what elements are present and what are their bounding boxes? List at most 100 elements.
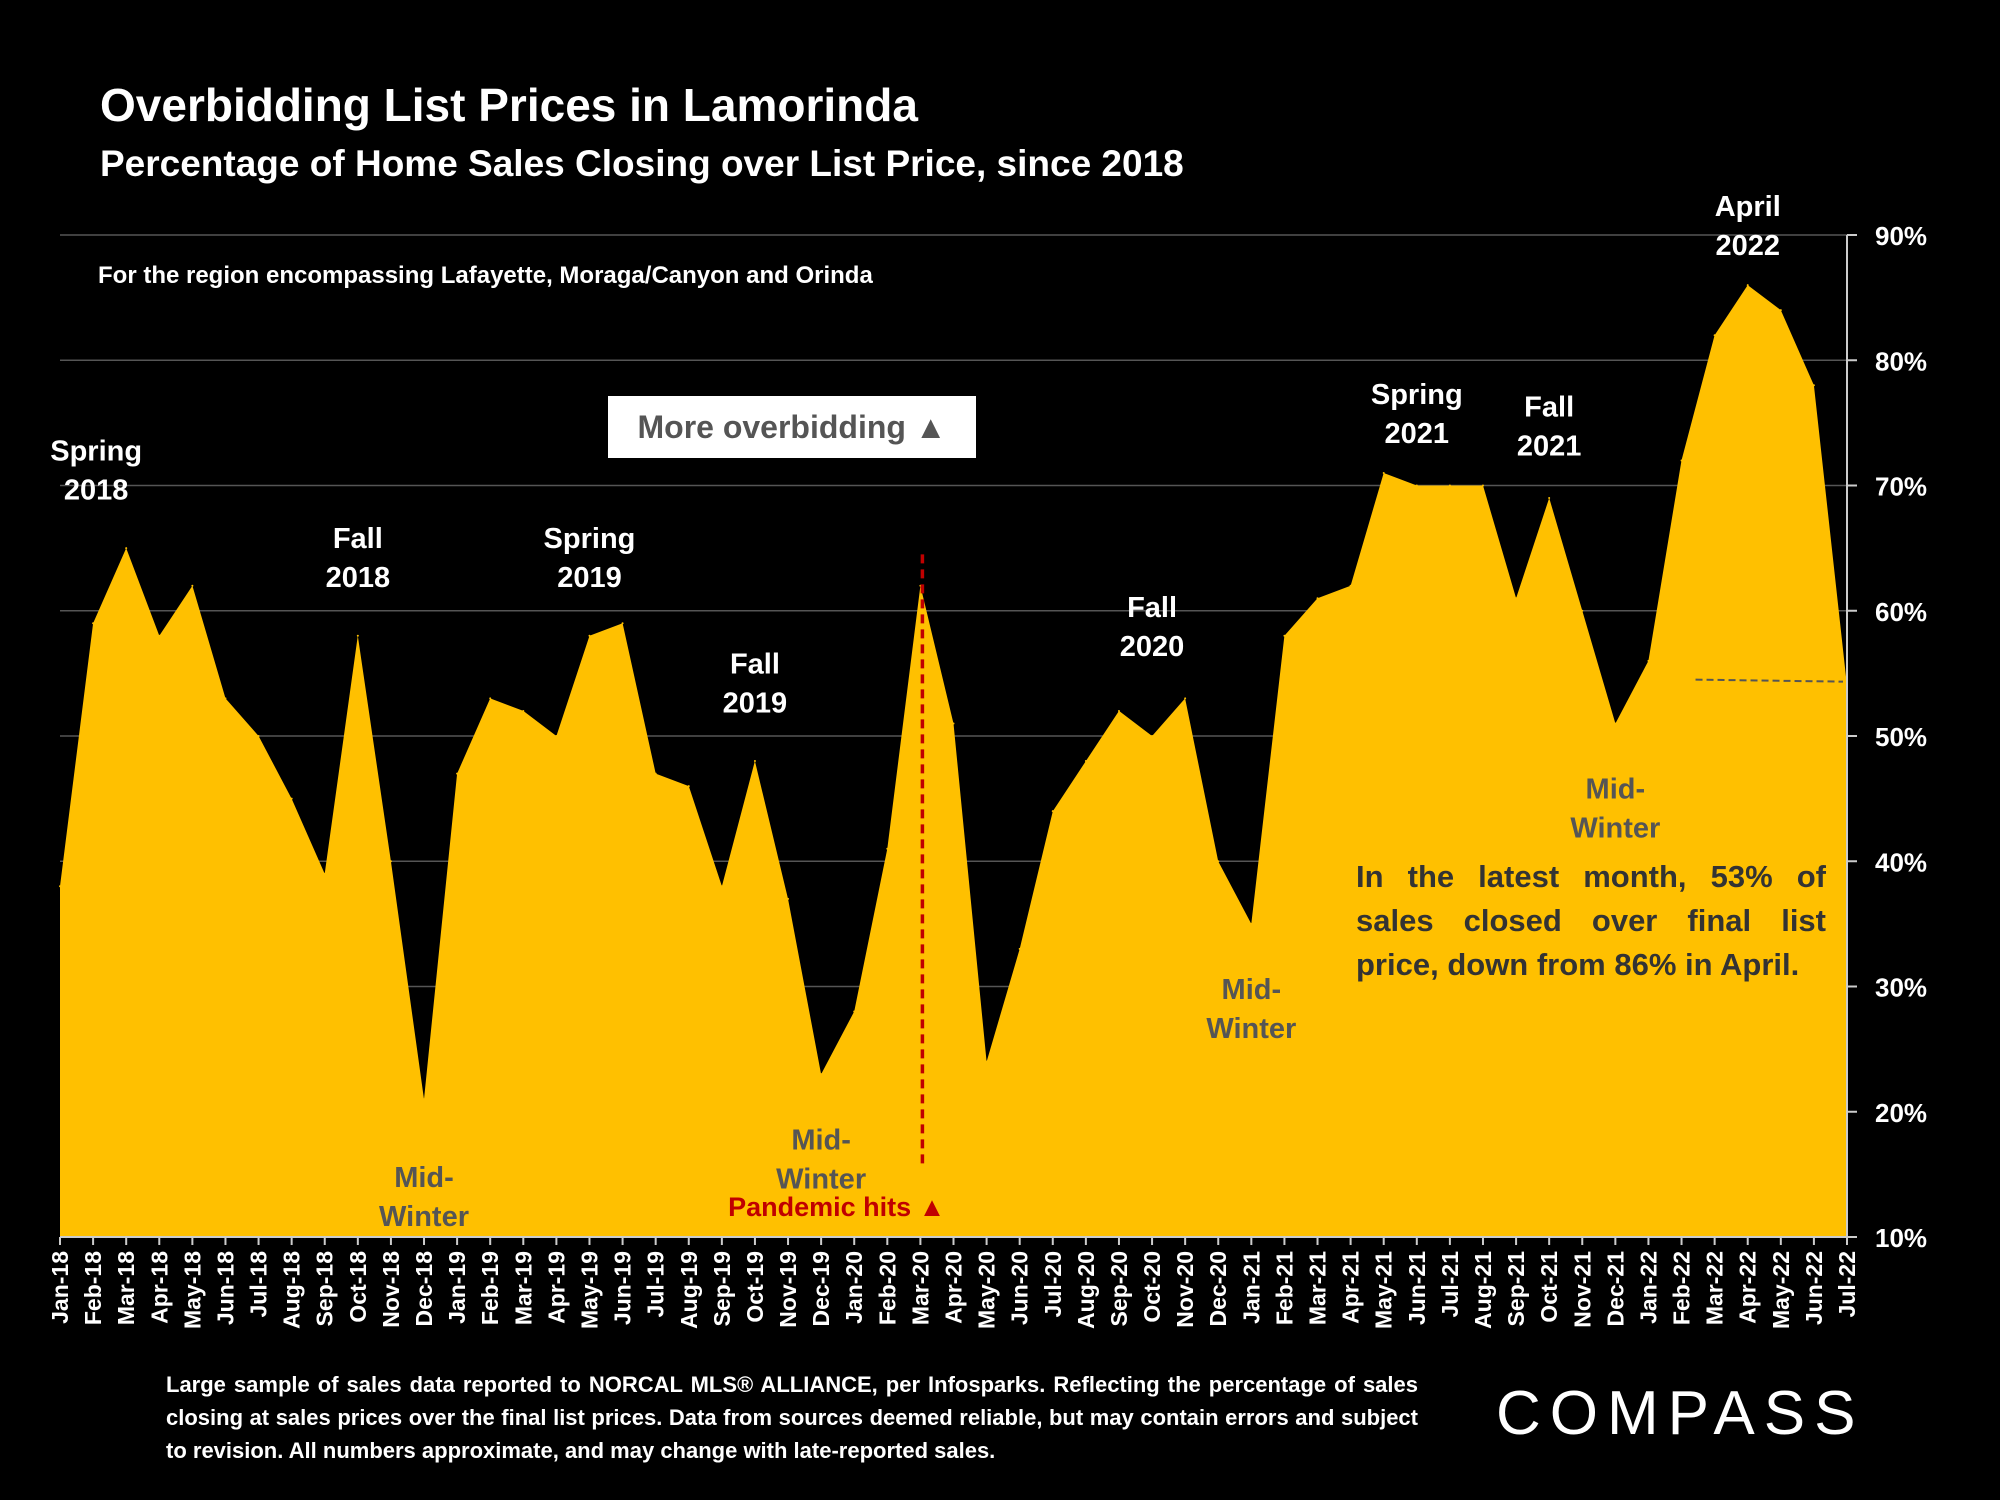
- season-annotation: Spring: [1371, 379, 1463, 411]
- data-point: [1217, 860, 1220, 863]
- x-tick-label: Oct-19: [742, 1251, 768, 1323]
- data-point: [1448, 484, 1451, 487]
- season-annotation: Spring: [50, 435, 142, 467]
- x-tick-label: May-21: [1371, 1251, 1397, 1329]
- season-annotation: Winter: [776, 1163, 866, 1195]
- chart-title: Overbidding List Prices in Lamorinda: [100, 79, 918, 131]
- season-annotation: 2019: [557, 562, 622, 594]
- y-tick-label: 60%: [1875, 597, 1927, 627]
- data-point: [1349, 584, 1352, 587]
- x-tick-label: Sep-18: [312, 1251, 338, 1327]
- x-tick-label: Jan-22: [1635, 1251, 1661, 1324]
- season-annotation: Mid-: [1586, 774, 1646, 806]
- x-tick-label: Jun-22: [1801, 1251, 1827, 1325]
- x-tick-label: Jul-18: [246, 1251, 272, 1318]
- y-tick-label: 70%: [1875, 472, 1927, 502]
- data-point: [158, 634, 161, 637]
- season-annotation: Fall: [1127, 592, 1177, 624]
- data-point: [1018, 947, 1021, 950]
- region-note: For the region encompassing Lafayette, M…: [98, 262, 873, 289]
- data-point: [92, 622, 95, 625]
- data-point: [224, 697, 227, 700]
- data-point: [853, 1010, 856, 1013]
- data-point: [1084, 760, 1087, 763]
- latest-month-note: In the latest month, 53% of sales closed…: [1356, 859, 1826, 982]
- data-point: [423, 1098, 426, 1101]
- y-tick-label: 90%: [1875, 221, 1927, 251]
- x-tick-label: Mar-22: [1702, 1251, 1728, 1325]
- season-annotation: 2019: [723, 687, 788, 719]
- latest-reference-line: [1695, 678, 1844, 683]
- x-tick-label: Feb-18: [80, 1251, 106, 1325]
- season-annotation: 2020: [1120, 631, 1185, 663]
- data-point: [1316, 597, 1319, 600]
- season-annotation: Winter: [1570, 813, 1660, 845]
- x-tick-label: Feb-21: [1271, 1251, 1297, 1325]
- data-point: [1481, 484, 1484, 487]
- data-point: [1151, 735, 1154, 737]
- x-tick-label: Apr-22: [1735, 1251, 1761, 1324]
- chart-subtitle: Percentage of Home Sales Closing over Li…: [100, 143, 1184, 184]
- x-tick-label: Mar-18: [113, 1251, 139, 1325]
- x-tick-label: Jul-21: [1437, 1251, 1463, 1318]
- season-annotation: 2022: [1715, 230, 1780, 262]
- compass-logo: COMPASS: [1496, 1379, 1865, 1448]
- data-point: [753, 760, 756, 763]
- x-tick-label: Apr-20: [941, 1251, 967, 1324]
- season-annotation: Mid-: [1222, 974, 1282, 1006]
- season-annotation: Mid-: [394, 1162, 454, 1194]
- y-tick-label: 80%: [1875, 346, 1927, 376]
- data-point: [59, 885, 61, 888]
- x-tick-label: Jun-18: [212, 1251, 238, 1325]
- x-tick-label: Sep-20: [1106, 1251, 1132, 1326]
- data-point: [555, 735, 558, 737]
- x-tick-label: May-20: [974, 1251, 1000, 1329]
- x-tick-label: Jul-19: [643, 1251, 669, 1317]
- x-tick-label: Oct-21: [1536, 1251, 1562, 1323]
- data-point: [985, 1060, 988, 1063]
- data-point: [1581, 609, 1584, 612]
- x-tick-label: Mar-20: [907, 1251, 933, 1325]
- data-point: [820, 1073, 823, 1076]
- x-tick-label: May-18: [179, 1251, 205, 1329]
- x-tick-label: Apr-18: [146, 1251, 172, 1324]
- x-tick-label: Nov-21: [1569, 1251, 1595, 1328]
- x-tick-label: Apr-19: [543, 1251, 569, 1324]
- data-point: [1614, 722, 1617, 725]
- x-tick-label: Nov-18: [378, 1251, 404, 1328]
- data-point: [1117, 709, 1120, 712]
- x-tick-label: Aug-20: [1073, 1251, 1099, 1329]
- x-tick-label: Apr-21: [1338, 1251, 1364, 1324]
- data-point: [621, 622, 624, 625]
- x-tick-label: Dec-20: [1205, 1251, 1231, 1326]
- data-point: [1647, 659, 1650, 662]
- x-tick-label: Jun-20: [1007, 1251, 1033, 1325]
- season-annotation: Fall: [730, 648, 780, 680]
- data-point: [952, 722, 955, 725]
- x-tick-label: Dec-21: [1602, 1251, 1628, 1327]
- data-point: [687, 785, 690, 788]
- x-tick-label: Sep-19: [709, 1251, 735, 1326]
- x-tick-label: Nov-20: [1172, 1251, 1198, 1328]
- x-tick-label: Jul-22: [1834, 1251, 1860, 1317]
- y-tick-label: 40%: [1875, 847, 1927, 877]
- data-point: [191, 584, 194, 587]
- x-tick-label: Aug-18: [279, 1251, 305, 1329]
- season-annotation: Spring: [544, 523, 636, 555]
- data-point: [1548, 497, 1551, 500]
- y-tick-label: 50%: [1875, 722, 1927, 752]
- x-tick-label: Jan-19: [444, 1251, 470, 1324]
- data-point: [456, 772, 459, 775]
- y-tick-label: 30%: [1875, 973, 1927, 1003]
- data-point: [1713, 334, 1716, 337]
- x-tick-label: Dec-18: [411, 1251, 437, 1327]
- season-annotation: 2018: [64, 474, 129, 506]
- data-point: [257, 735, 260, 737]
- data-point: [1515, 597, 1518, 600]
- x-tick-label: Feb-22: [1669, 1251, 1695, 1325]
- data-point: [522, 709, 525, 712]
- data-point: [654, 772, 657, 775]
- data-point: [1382, 471, 1385, 474]
- y-tick-label: 10%: [1875, 1223, 1927, 1253]
- data-point: [588, 634, 591, 637]
